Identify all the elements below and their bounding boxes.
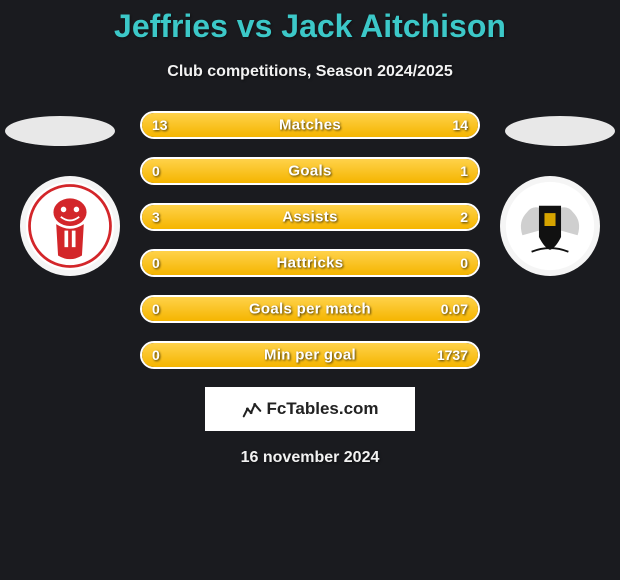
- comparison-title: Jeffries vs Jack Aitchison: [0, 0, 620, 45]
- stat-label: Matches: [142, 117, 478, 134]
- brand-logo-icon: [241, 398, 263, 420]
- stat-row: 01737Min per goal: [140, 341, 480, 369]
- comparison-stage: 1314Matches 01Goals 32Assists 00Hattricks 00…: [0, 111, 620, 369]
- brand-box: FcTables.com: [205, 387, 415, 431]
- stat-row: 00.07Goals per match: [140, 295, 480, 323]
- stat-row: 01Goals: [140, 157, 480, 185]
- stat-label: Goals: [142, 163, 478, 180]
- stats-bars: 1314Matches 01Goals 32Assists 00Hattricks 00…: [140, 111, 480, 369]
- team-crest-left: [20, 176, 120, 276]
- comparison-subtitle: Club competitions, Season 2024/2025: [0, 63, 620, 81]
- player-silhouette-left: [5, 116, 115, 146]
- stat-label: Min per goal: [142, 347, 478, 364]
- stat-label: Hattricks: [142, 255, 478, 272]
- stat-label: Goals per match: [142, 301, 478, 318]
- crest-left-icon: [24, 180, 116, 272]
- team-crest-right: [500, 176, 600, 276]
- stat-row: 32Assists: [140, 203, 480, 231]
- stat-label: Assists: [142, 209, 478, 226]
- brand-text: FcTables.com: [266, 399, 378, 419]
- stat-row: 1314Matches: [140, 111, 480, 139]
- player-silhouette-right: [505, 116, 615, 146]
- stat-row: 00Hattricks: [140, 249, 480, 277]
- comparison-date: 16 november 2024: [0, 449, 620, 467]
- crest-right-icon: [504, 180, 596, 272]
